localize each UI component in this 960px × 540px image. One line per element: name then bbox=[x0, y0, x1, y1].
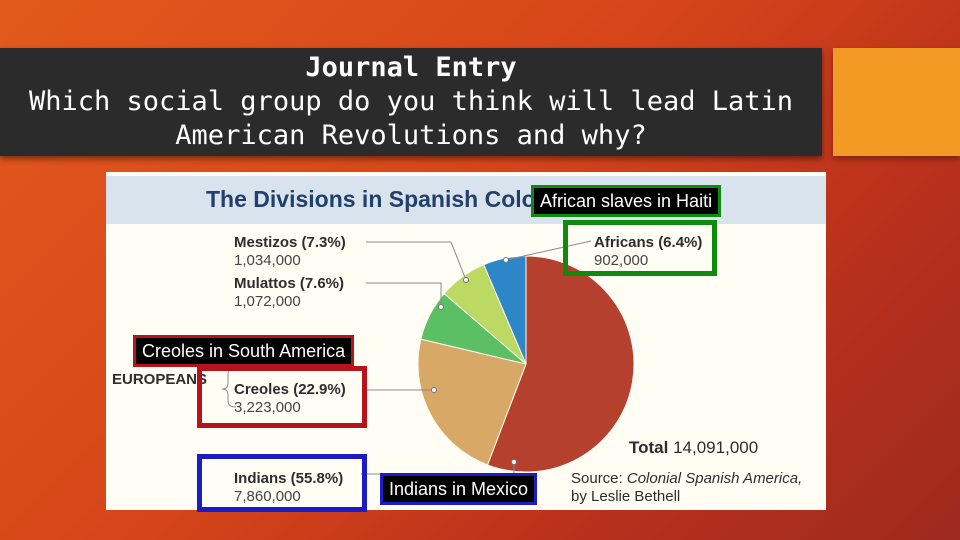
label-indians-count: 7,860,000 bbox=[234, 488, 301, 505]
figure-title: The Divisions in Spanish Colo bbox=[206, 186, 536, 212]
leader-line-africans bbox=[505, 240, 592, 261]
slide-question-line1: Which social group do you think will lea… bbox=[28, 86, 793, 117]
slide-question-line2: American Revolutions and why? bbox=[175, 120, 647, 151]
source-title: Colonial Spanish America, bbox=[626, 470, 803, 487]
pie-chart bbox=[221, 240, 635, 475]
label-mulattos-count: 1,072,000 bbox=[234, 293, 301, 310]
source-note: Source: Colonial Spanish America, by Les… bbox=[571, 470, 802, 506]
label-africans-name: Africans (6.4%) bbox=[594, 234, 703, 251]
pie-slice-creoles bbox=[417, 338, 527, 466]
total-value: 14,091,000 bbox=[673, 438, 759, 457]
label-creoles: Creoles (22.9%) 3,223,000 bbox=[234, 381, 346, 417]
highlight-box-africans bbox=[563, 220, 717, 276]
label-mulattos: Mulattos (7.6%) 1,072,000 bbox=[234, 275, 344, 311]
label-indians: Indians (55.8%) 7,860,000 bbox=[234, 470, 343, 506]
europeans-label: EUROPEANS bbox=[112, 371, 208, 388]
leader-dot-africans bbox=[503, 257, 509, 263]
label-mestizos-name: Mestizos (7.3%) bbox=[234, 234, 346, 251]
label-africans: Africans (6.4%) 902,000 bbox=[594, 234, 702, 270]
slide-title-box: Journal Entry Which social group do you … bbox=[0, 48, 822, 156]
label-africans-count: 902,000 bbox=[594, 252, 649, 269]
leader-dot-mulattos bbox=[438, 304, 444, 310]
leader-line-mulattos bbox=[366, 282, 442, 307]
label-mestizos-count: 1,034,000 bbox=[234, 252, 301, 269]
label-creoles-count: 3,223,000 bbox=[234, 399, 301, 416]
label-mulattos-name: Mulattos (7.6%) bbox=[234, 275, 345, 292]
label-creoles-name: Creoles (22.9%) bbox=[234, 381, 346, 398]
callout-africans: African slaves in Haiti bbox=[531, 185, 722, 217]
leader-dot-indians bbox=[511, 459, 517, 465]
highlight-box-indians bbox=[197, 454, 367, 512]
slide-title: Journal Entry bbox=[305, 52, 517, 83]
accent-block bbox=[833, 48, 960, 156]
callout-creoles: Creoles in South America bbox=[133, 335, 355, 367]
leader-line-mestizos bbox=[366, 241, 467, 281]
callout-indians: Indians in Mexico bbox=[380, 473, 538, 505]
source-author: by Leslie Bethell bbox=[571, 488, 681, 505]
total-label: Total 14,091,000 bbox=[629, 438, 758, 458]
pie-slice-indians bbox=[486, 255, 635, 473]
total-word: Total bbox=[629, 438, 669, 457]
highlight-box-creoles bbox=[197, 366, 367, 428]
label-indians-name: Indians (55.8%) bbox=[234, 470, 344, 487]
label-mestizos: Mestizos (7.3%) 1,034,000 bbox=[234, 234, 346, 270]
leader-dot-creoles bbox=[431, 387, 437, 393]
leader-dot-mestizos bbox=[463, 277, 469, 283]
source-prefix: Source: bbox=[571, 470, 623, 487]
